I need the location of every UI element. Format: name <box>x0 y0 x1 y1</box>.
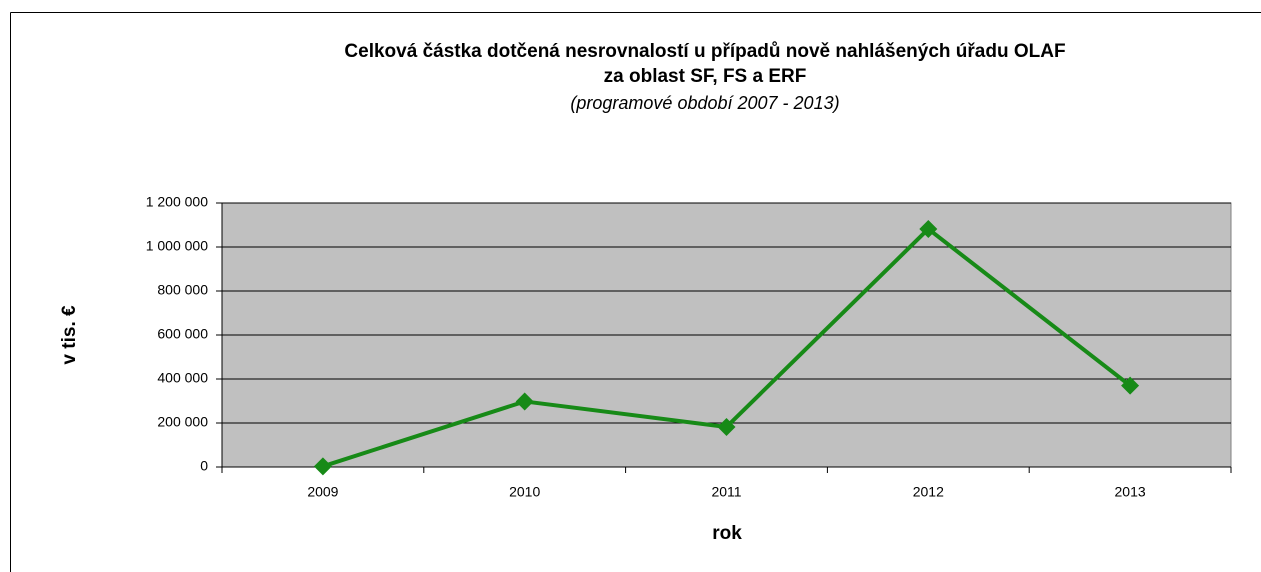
y-tick-label: 200 000 <box>157 414 208 430</box>
chart-title: za oblast SF, FS a ERF <box>604 66 807 87</box>
x-axis-label: rok <box>712 523 742 544</box>
x-tick-label: 2012 <box>913 484 944 500</box>
data-marker <box>919 219 938 238</box>
x-tick-label: 2011 <box>711 484 741 500</box>
data-marker <box>515 392 534 411</box>
y-tick-label: 1 200 000 <box>146 194 208 210</box>
x-tick-label: 2009 <box>307 484 338 500</box>
y-tick-label: 1 000 000 <box>146 238 208 254</box>
y-tick-label: 0 <box>200 458 208 474</box>
chart-title: Celková částka dotčená nesrovnalostí u p… <box>344 41 1065 62</box>
x-tick-label: 2010 <box>509 484 540 500</box>
y-axis-label: v tis. € <box>59 305 80 365</box>
data-marker <box>717 417 736 436</box>
data-marker <box>313 457 332 476</box>
y-tick-label: 400 000 <box>157 370 208 386</box>
y-tick-label: 600 000 <box>157 326 208 342</box>
y-tick-label: 800 000 <box>157 282 208 298</box>
chart-subtitle: (programové období 2007 - 2013) <box>570 93 839 113</box>
x-tick-label: 2013 <box>1115 484 1146 500</box>
data-marker <box>1121 376 1140 395</box>
